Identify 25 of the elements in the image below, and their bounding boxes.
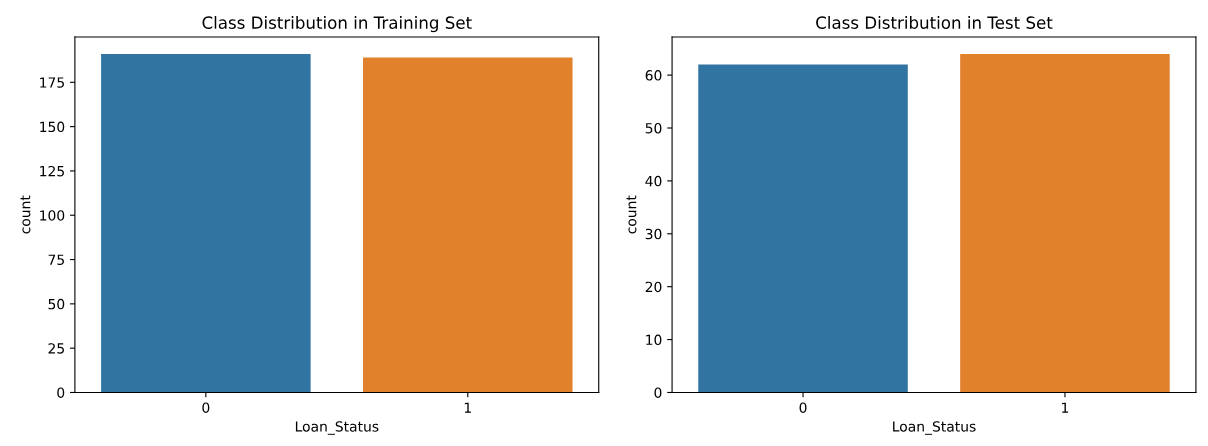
- x-axis-title: Loan_Status: [295, 421, 379, 435]
- y-axis-title: count: [626, 195, 637, 234]
- chart-title: Class Distribution in Test Set: [816, 16, 1053, 29]
- y-tick-label: 0: [57, 387, 65, 398]
- x-tick-label: 1: [464, 402, 471, 413]
- y-tick-label: 175: [40, 77, 64, 88]
- y-tick-label: 150: [40, 121, 65, 133]
- x-tick-label: 1: [1062, 402, 1069, 413]
- y-tick-label: 30: [645, 228, 662, 240]
- y-tick-label: 25: [48, 343, 64, 354]
- chart-title: Class Distribution in Training Set: [202, 16, 472, 33]
- x-tick-label: 0: [799, 402, 807, 413]
- y-tick-label: 125: [40, 165, 64, 177]
- y-tick-label: 100: [40, 210, 65, 221]
- y-tick-label: 40: [645, 175, 662, 187]
- x-tick-label: 0: [202, 402, 210, 413]
- y-tick-label: 50: [645, 122, 662, 134]
- y-tick-label: 75: [48, 254, 64, 266]
- y-tick-label: 20: [645, 281, 662, 293]
- x-axis-title: Loan_Status: [893, 421, 976, 435]
- y-tick-label: 10: [646, 334, 662, 346]
- y-tick-label: 50: [48, 298, 65, 310]
- y-tick-label: 60: [645, 70, 662, 81]
- y-tick-label: 0: [654, 387, 662, 398]
- y-axis-title: count: [20, 195, 31, 234]
